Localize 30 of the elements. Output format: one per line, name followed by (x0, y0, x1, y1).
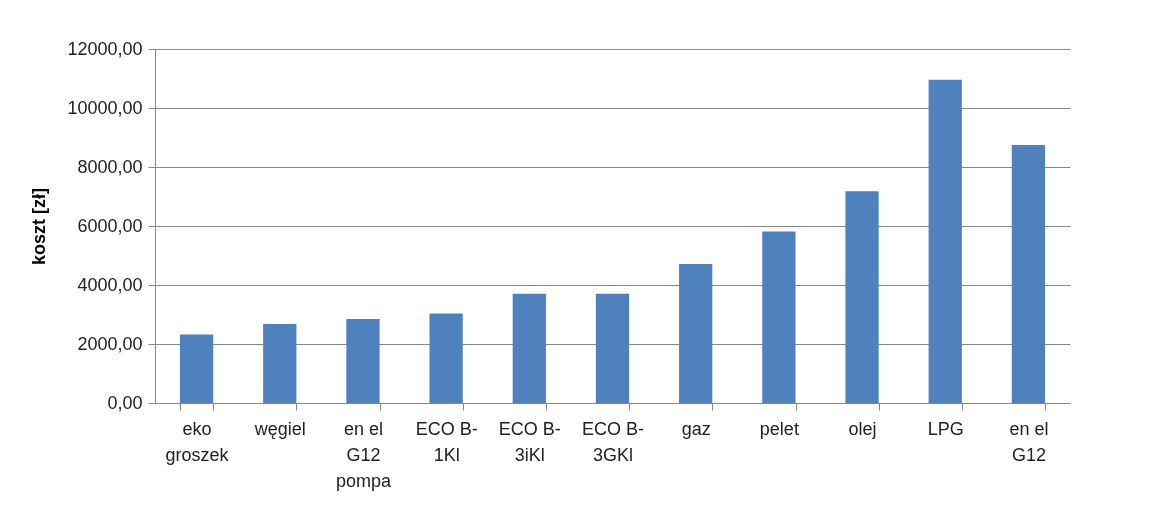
bar (595, 293, 630, 403)
x-tick-label: ECO B-3GKl (581, 418, 645, 465)
bar (179, 334, 214, 403)
y-tick-label: 0,00 (107, 392, 143, 413)
bar (263, 323, 297, 403)
x-tick-label: ECO B-1Kl (415, 418, 478, 465)
x-tick-label: pelet (759, 418, 799, 439)
bar (429, 313, 463, 403)
bar (1011, 144, 1046, 403)
bar (928, 79, 962, 403)
y-axis-title: koszt [zł] (29, 187, 50, 266)
bar (346, 318, 380, 403)
x-tick-label: LPG (927, 418, 964, 439)
x-tick-label: gaz (681, 418, 711, 439)
y-tick-label: 6000,00 (77, 215, 143, 236)
x-tick-label: eko groszek (165, 418, 230, 465)
y-tick-label: 12000,00 (67, 38, 143, 59)
bar (679, 264, 713, 403)
x-tick-label: en el G12 (1009, 418, 1049, 465)
x-tick-label: olej (848, 418, 877, 439)
y-tick-label: 8000,00 (77, 156, 143, 177)
x-tick-label: węgiel (253, 418, 306, 439)
bar (512, 293, 546, 403)
y-tick-label: 2000,00 (77, 333, 143, 354)
x-tick-label: ECO B-3iKl (498, 418, 561, 465)
bar (762, 231, 796, 403)
y-tick-label: 10000,00 (67, 97, 143, 118)
bar (845, 191, 879, 403)
y-tick-label: 4000,00 (77, 274, 143, 295)
x-tick-label: en el G12 pompa (335, 418, 392, 491)
